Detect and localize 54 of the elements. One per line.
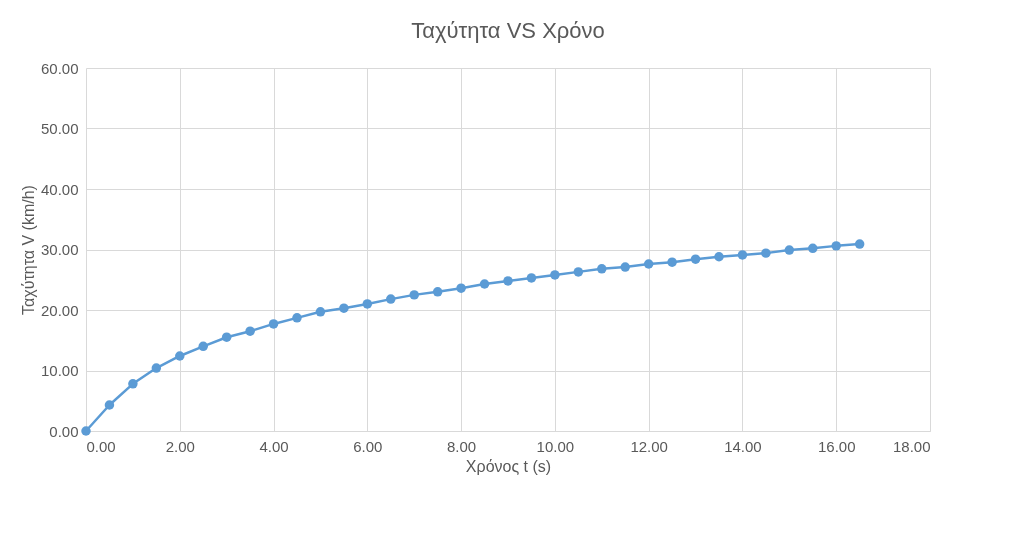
- point: [831, 241, 841, 251]
- point: [292, 313, 302, 323]
- point: [667, 257, 677, 267]
- y-tick-label: 30.00: [40, 241, 79, 258]
- x-tick-label: 2.00: [165, 437, 195, 455]
- x-tick-label: 0.00: [86, 437, 116, 455]
- point: [620, 262, 630, 272]
- point: [643, 259, 654, 269]
- point: [503, 276, 513, 286]
- point: [81, 426, 91, 436]
- y-tick-label: 60.00: [40, 59, 79, 77]
- point: [737, 250, 748, 260]
- x-tick-label: 10.00: [536, 437, 575, 455]
- x-axis-title: Χρόνος t (s): [465, 457, 552, 475]
- point: [198, 341, 208, 352]
- point: [362, 299, 373, 309]
- point: [550, 270, 560, 280]
- point: [175, 351, 185, 361]
- point: [854, 239, 865, 249]
- chart-title: Ταχύτητα VS Χρόνο: [411, 18, 605, 43]
- point: [690, 254, 701, 264]
- y-tick-label: 0.00: [49, 422, 79, 440]
- y-tick-label: 50.00: [40, 120, 79, 137]
- point: [761, 248, 771, 258]
- y-tick-label: 10.00: [40, 362, 79, 379]
- point: [432, 287, 443, 297]
- point: [128, 379, 138, 389]
- x-tick-label: 18.00: [892, 437, 931, 455]
- point: [456, 283, 466, 293]
- point: [245, 326, 255, 336]
- point: [339, 303, 349, 313]
- point: [104, 400, 115, 410]
- x-tick-label: 14.00: [724, 437, 762, 455]
- point: [268, 319, 279, 329]
- point: [714, 252, 724, 262]
- point: [409, 290, 419, 300]
- y-tick-label: 20.00: [40, 301, 79, 319]
- point: [479, 279, 490, 289]
- point: [221, 332, 232, 342]
- point: [315, 307, 326, 317]
- point: [526, 273, 537, 283]
- y-tick-label: 40.00: [40, 180, 79, 198]
- point: [784, 245, 795, 255]
- x-tick-label: 8.00: [447, 437, 477, 455]
- point: [808, 243, 818, 254]
- x-tick-label: 12.00: [630, 437, 668, 455]
- x-tick-label: 16.00: [817, 437, 856, 455]
- point: [151, 363, 162, 373]
- point: [386, 294, 396, 304]
- x-tick-label: 6.00: [353, 437, 383, 455]
- point: [597, 264, 607, 274]
- x-tick-label: 4.00: [259, 437, 289, 455]
- point: [573, 267, 584, 277]
- y-axis-title: Ταχύτητα V (km/h): [19, 185, 37, 315]
